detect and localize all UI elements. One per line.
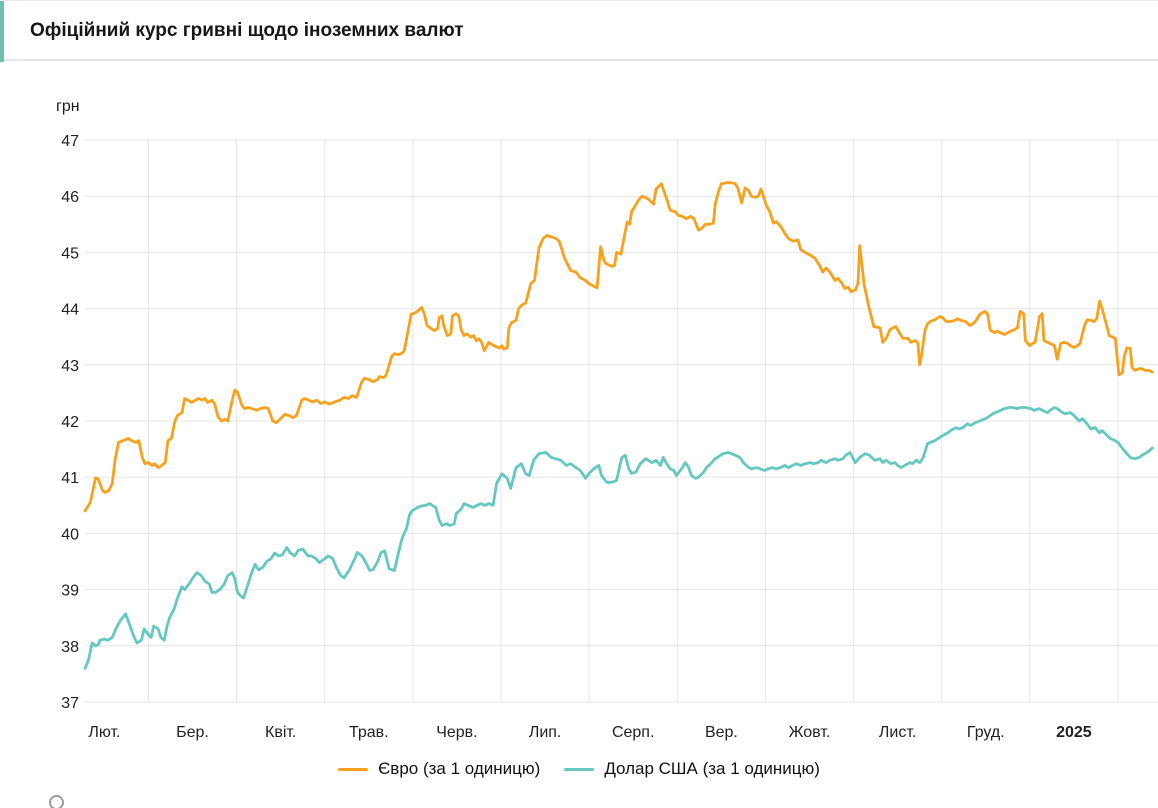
series-line [83, 406, 1154, 670]
x-tick-label: Груд. [967, 724, 1005, 741]
x-tick-label: Лист. [879, 724, 916, 741]
x-tick-label: Лют. [88, 724, 120, 741]
clipped-circle-icon [49, 795, 64, 808]
chart-legend: Євро (за 1 одиницю) Долар США (за 1 один… [0, 759, 1158, 779]
y-axis-unit-label: грн [56, 98, 80, 115]
legend-item-eur[interactable]: Євро (за 1 одиницю) [338, 759, 540, 779]
x-tick-label: Черв. [436, 724, 477, 741]
y-tick-label: 39 [61, 583, 79, 600]
usd-line-swatch-icon [564, 767, 595, 771]
x-tick-label: Трав. [349, 724, 389, 741]
x-tick-label: Жовт. [789, 724, 831, 741]
y-tick-label: 42 [61, 414, 79, 431]
legend-item-usd[interactable]: Долар США (за 1 одиницю) [564, 759, 820, 779]
legend-label-usd: Долар США (за 1 одиницю) [604, 759, 820, 778]
legend-label-eur: Євро (за 1 одиницю) [378, 759, 541, 778]
y-tick-label: 37 [61, 695, 79, 712]
header-accent-bar [0, 1, 4, 62]
y-tick-label: 38 [61, 639, 79, 656]
y-tick-label: 43 [61, 358, 79, 375]
x-tick-label: Вер. [705, 724, 738, 741]
page-header: Офіційний курс гривні щодо іноземних вал… [0, 0, 1158, 62]
x-tick-label: Квіт. [265, 724, 296, 741]
y-tick-label: 45 [61, 245, 79, 262]
x-tick-label: Серп. [612, 724, 654, 741]
y-tick-label: 47 [61, 133, 79, 150]
eur-line-swatch-icon [338, 767, 369, 771]
x-tick-label: Лип. [529, 724, 562, 741]
y-tick-label: 41 [61, 470, 79, 487]
series-line [83, 181, 1154, 513]
x-tick-label: Бер. [176, 724, 209, 741]
y-tick-label: 44 [61, 302, 79, 319]
y-tick-label: 46 [61, 189, 79, 206]
page-title: Офіційний курс гривні щодо іноземних вал… [30, 20, 464, 41]
x-tick-label: 2025 [1056, 724, 1092, 741]
y-tick-label: 40 [61, 526, 79, 543]
